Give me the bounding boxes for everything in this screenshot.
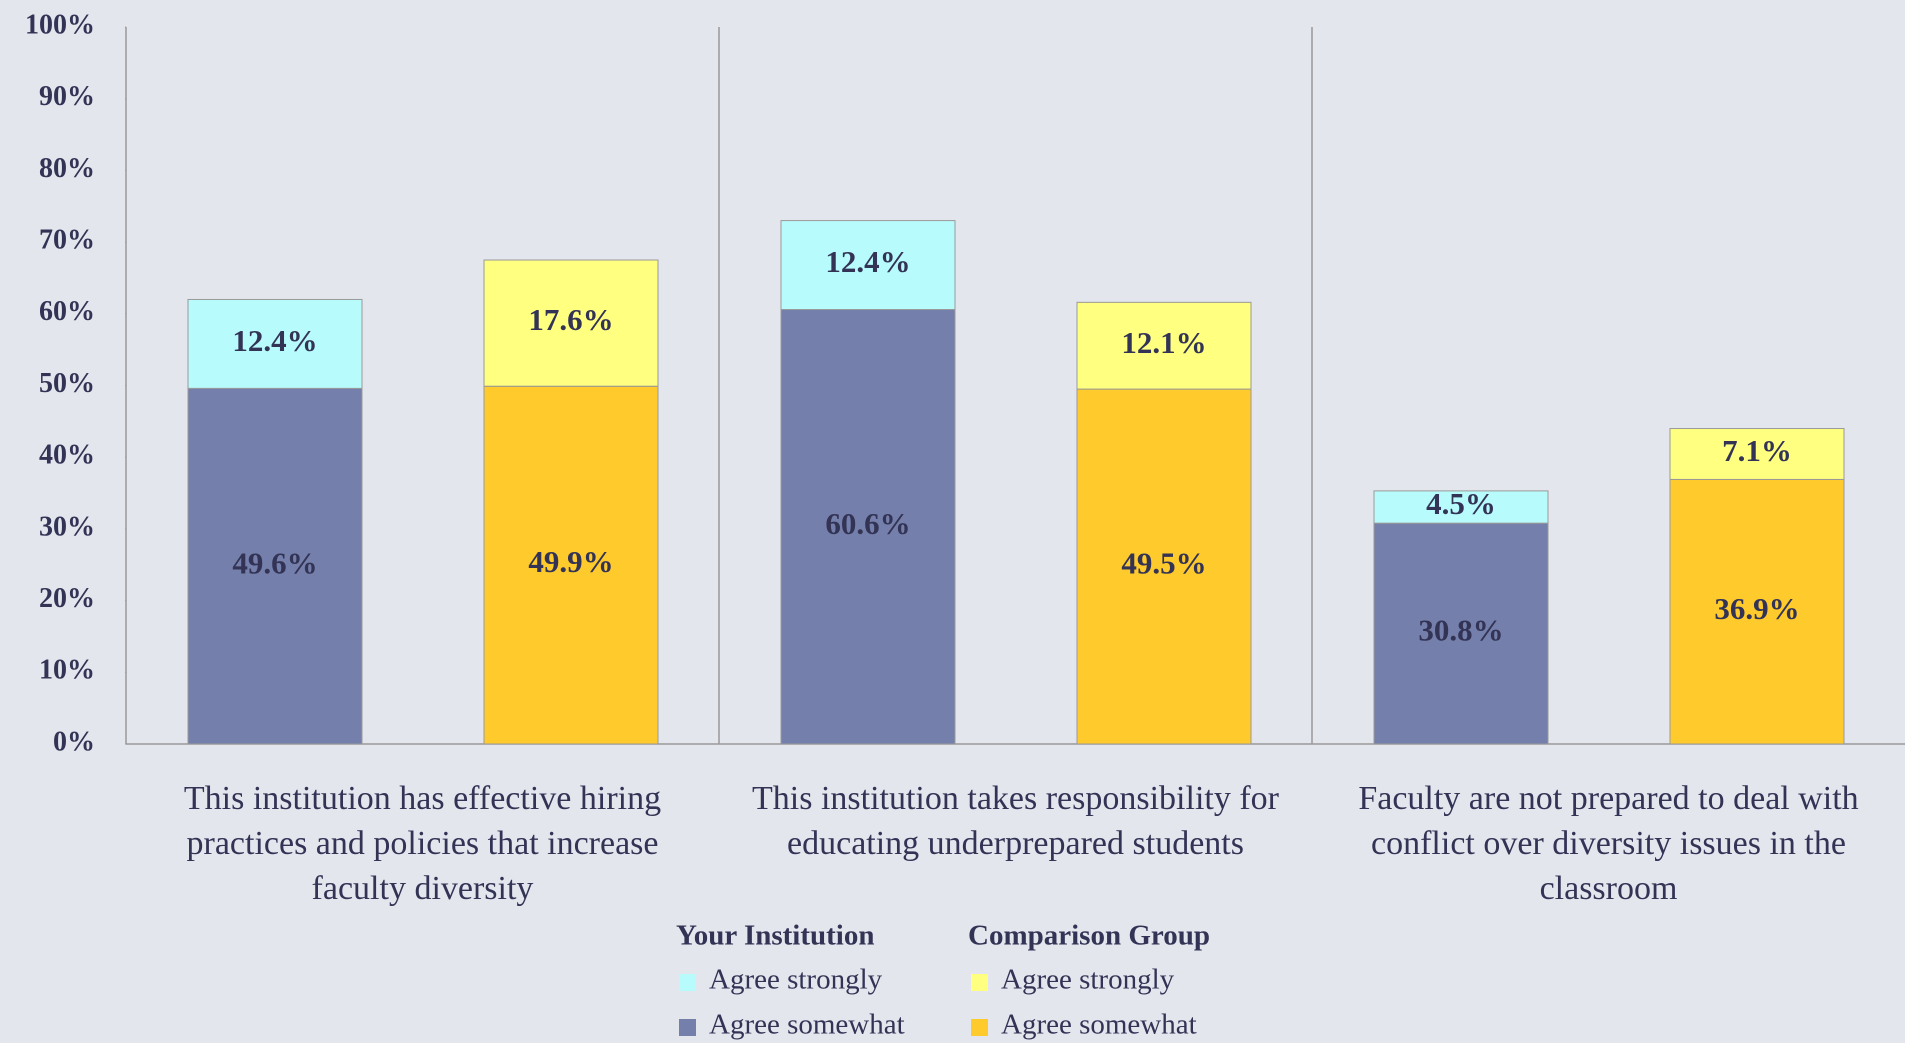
data-label: 17.6% <box>528 302 613 337</box>
y-tick-label: 90% <box>39 81 95 112</box>
bar-segment <box>1076 301 1252 390</box>
bar-segment <box>1373 522 1549 745</box>
data-label: 49.6% <box>232 545 317 580</box>
bar-segment <box>187 387 363 745</box>
bar-segment <box>1373 490 1549 524</box>
legend-swatch <box>971 1019 988 1036</box>
bar-segment <box>483 385 659 745</box>
y-tick-label: 30% <box>39 511 95 542</box>
legend-label: Agree somewhat <box>709 1009 905 1041</box>
data-label: 7.1% <box>1722 433 1792 468</box>
x-tick-label: This institution takes responsibility fo… <box>752 780 1279 862</box>
legend-label: Agree somewhat <box>1001 1009 1197 1041</box>
data-label: 36.9% <box>1714 591 1799 626</box>
bar-segment <box>780 308 956 745</box>
bar-segment <box>1076 388 1252 745</box>
data-label: 60.6% <box>825 506 910 541</box>
data-label: 12.4% <box>232 323 317 358</box>
legend-title: Your Institution <box>676 920 875 952</box>
legend-label: Agree strongly <box>709 964 883 996</box>
legend-swatch <box>679 974 696 991</box>
y-tick-label: 60% <box>39 296 95 327</box>
data-label: 4.5% <box>1426 486 1496 521</box>
y-tick-label: 20% <box>39 583 95 614</box>
bar-segment <box>483 259 659 387</box>
data-label: 12.1% <box>1121 325 1206 360</box>
bar-segment <box>780 220 956 310</box>
y-tick-label: 10% <box>39 655 95 686</box>
legend-swatch <box>679 1019 696 1036</box>
y-tick-label: 50% <box>39 368 95 399</box>
legend-label: Agree strongly <box>1001 964 1175 996</box>
data-label: 49.5% <box>1121 546 1206 581</box>
bar-segment <box>187 298 363 389</box>
y-tick-label: 0% <box>53 726 95 757</box>
x-tick-label: Faculty are not prepared to deal with co… <box>1358 780 1859 907</box>
y-tick-label: 70% <box>39 225 95 256</box>
y-tick-label: 40% <box>39 440 95 471</box>
data-label: 49.9% <box>528 544 613 579</box>
legend-swatch <box>971 974 988 991</box>
bar-segment <box>1669 478 1845 745</box>
legend-title: Comparison Group <box>968 920 1210 952</box>
x-tick-label: This institution has effective hiring pr… <box>183 780 662 907</box>
bar-segment <box>1669 428 1845 480</box>
y-tick-label: 100% <box>25 9 95 40</box>
y-tick-label: 80% <box>39 153 95 184</box>
data-label: 12.4% <box>825 244 910 279</box>
data-label: 30.8% <box>1418 613 1503 648</box>
